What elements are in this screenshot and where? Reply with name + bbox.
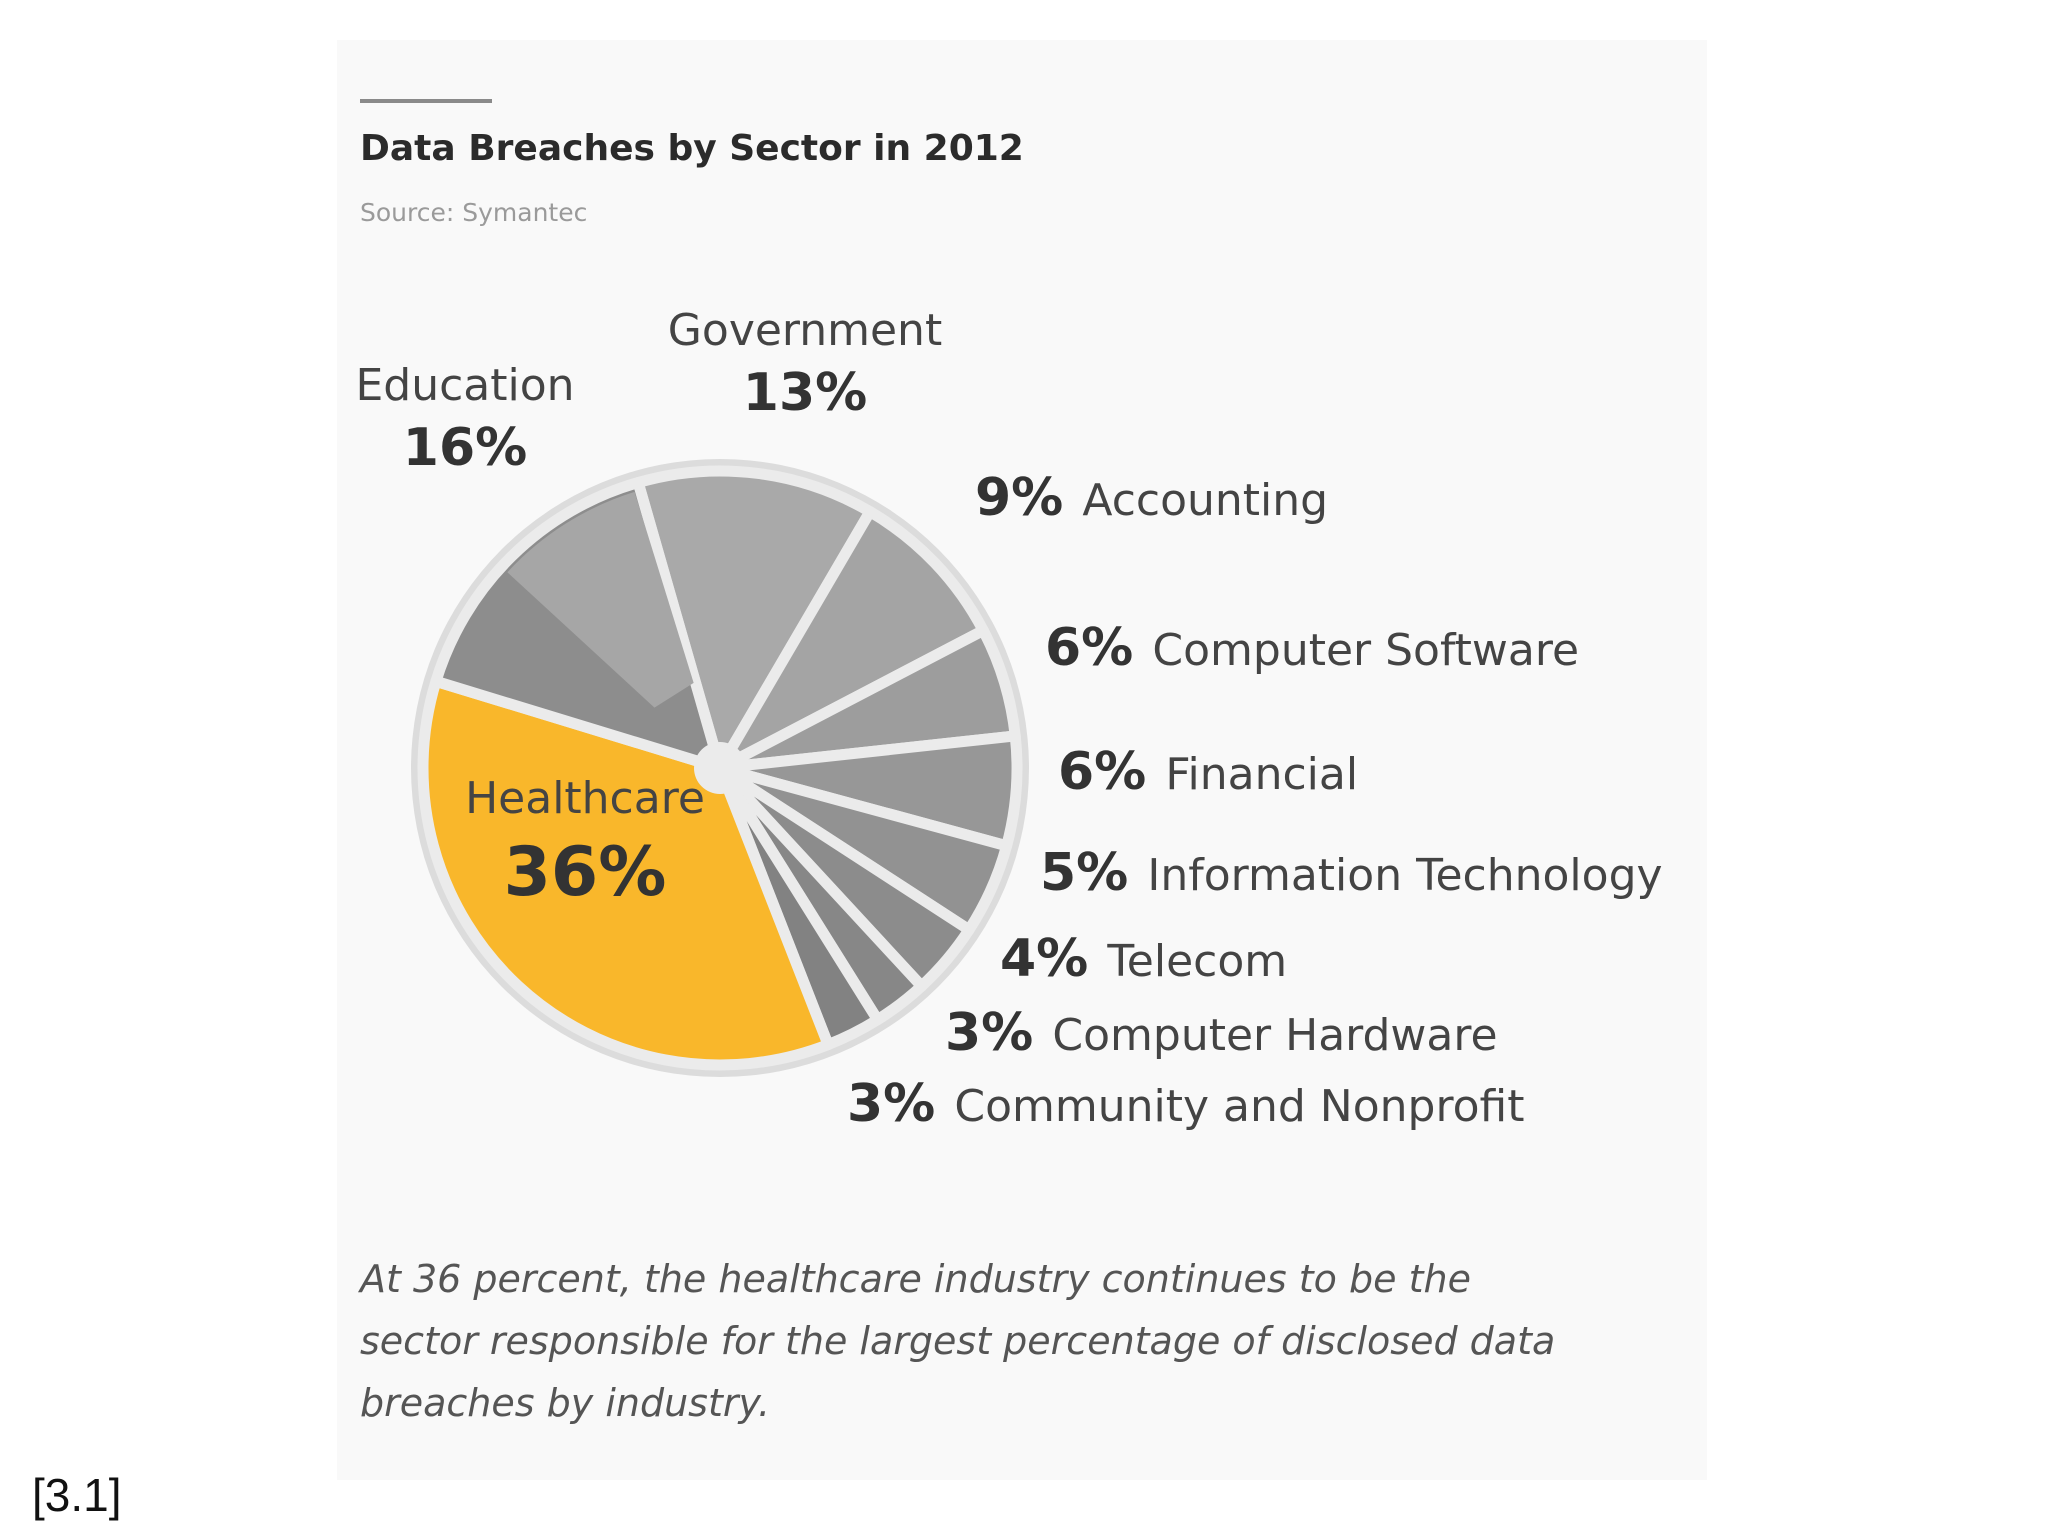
label-computer-software-name: Computer Software [1152,625,1580,676]
label-financial-name: Financial [1165,749,1359,800]
pie-slice-healthcare [417,675,834,1071]
label-community-nonprofit: 3% Community and Nonprofit [847,1074,1524,1134]
pie-center-hub [694,742,746,794]
label-information-technology-name: Information Technology [1147,850,1663,901]
label-telecom-name: Telecom [1107,936,1288,987]
pie-slice-government [632,465,876,774]
reference-number: [3.1] [32,1469,122,1521]
pie-slice-accounting [714,506,989,774]
pie-slice-education-highlight [507,491,694,708]
label-accounting-pct: 9% [975,468,1064,528]
label-accounting: 9% Accounting [975,468,1328,528]
label-community-nonprofit-pct: 3% [847,1074,936,1134]
title-rule [360,99,492,103]
label-telecom: 4% Telecom [1000,929,1287,989]
label-computer-hardware-pct: 3% [945,1003,1034,1063]
label-healthcare-name: Healthcare [465,773,705,824]
label-financial: 6% Financial [1058,742,1358,802]
chart-source: Source: Symantec [360,198,588,227]
label-computer-hardware: 3% Computer Hardware [945,1003,1498,1063]
label-healthcare: Healthcare 36% [445,762,725,910]
label-computer-software: 6% Computer Software [1045,618,1579,678]
label-education-name: Education [355,360,575,411]
chart-title: Data Breaches by Sector in 2012 [360,128,1024,169]
label-computer-software-pct: 6% [1045,618,1134,678]
label-financial-pct: 6% [1058,742,1147,802]
label-government-name: Government [667,305,943,356]
label-information-technology-pct: 5% [1040,843,1129,903]
label-government-pct: 13% [742,363,868,423]
chart-caption: At 36 percent, the healthcare industry c… [360,1257,1556,1425]
label-telecom-pct: 4% [1000,929,1089,989]
label-information-technology: 5% Information Technology [1040,843,1663,903]
label-education-pct: 16% [402,418,528,478]
label-education: Education 16% [335,355,595,479]
label-accounting-name: Accounting [1082,475,1329,526]
label-computer-hardware-name: Computer Hardware [1052,1010,1498,1061]
label-healthcare-pct: 36% [503,833,667,912]
label-community-nonprofit-name: Community and Nonprofit [954,1081,1525,1132]
label-government: Government 13% [655,300,955,424]
